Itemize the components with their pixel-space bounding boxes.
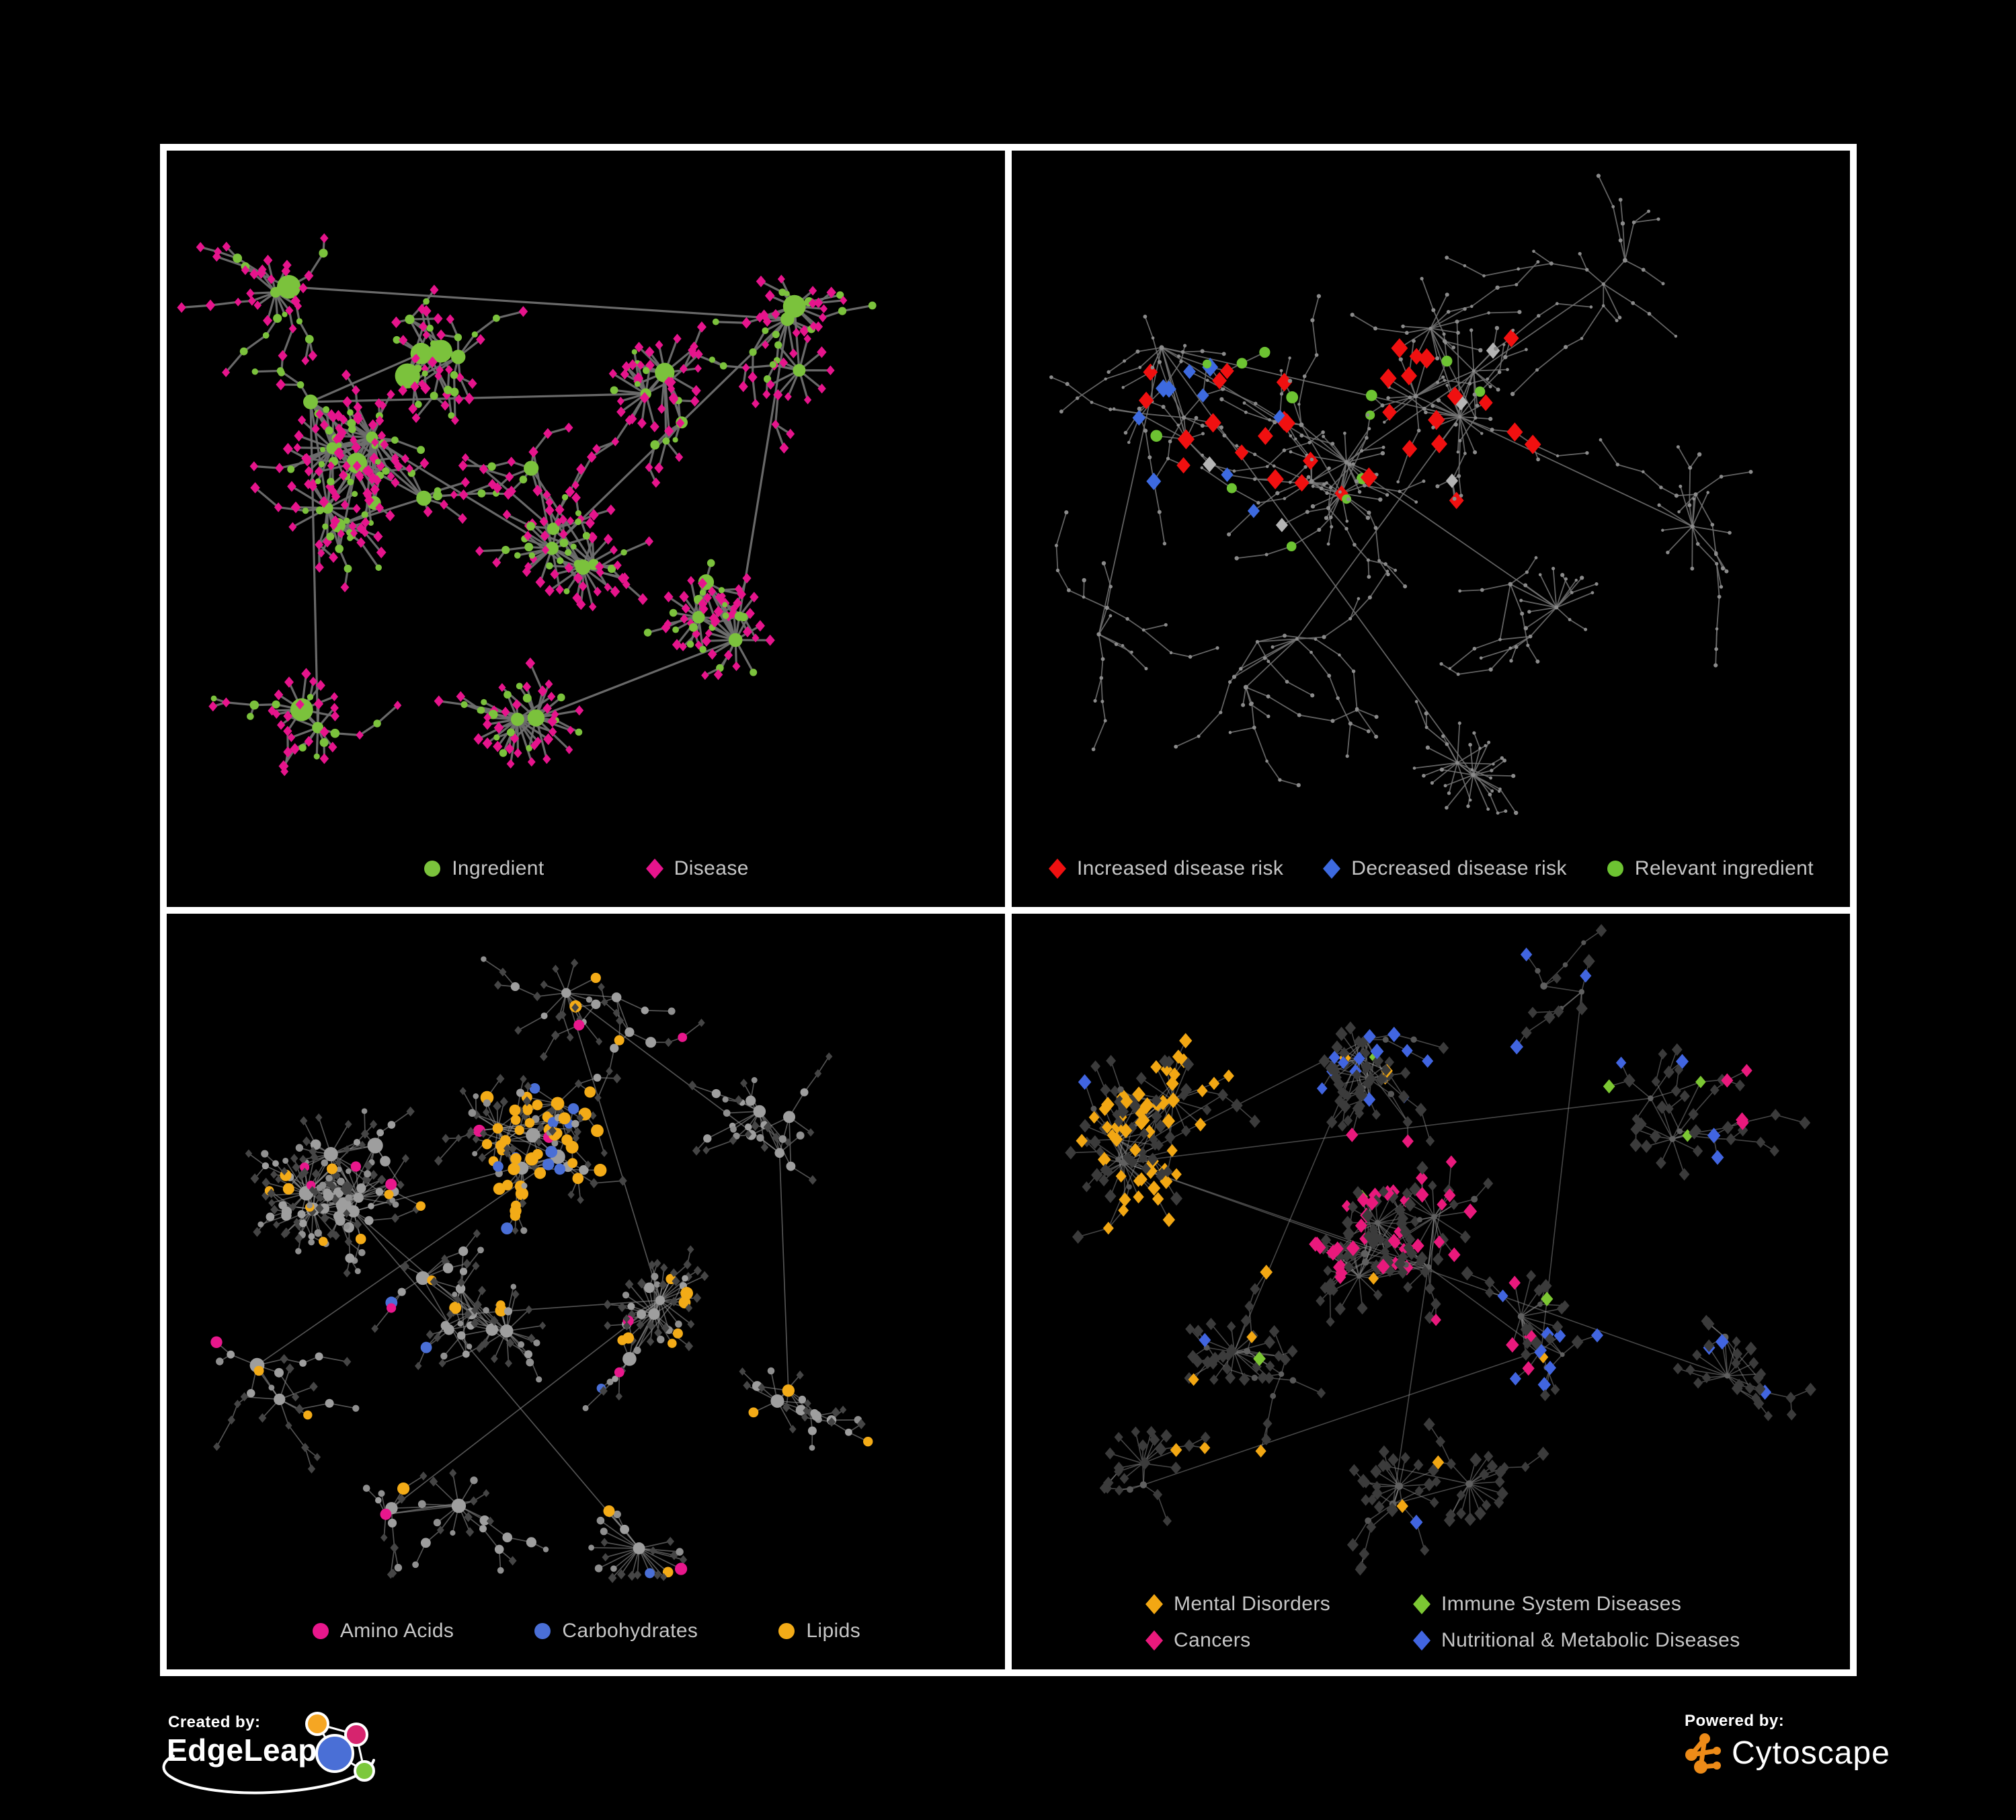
circle-legend-marker xyxy=(312,1623,329,1639)
panel-disease-risk: Increased disease risk Decreased disease … xyxy=(1012,151,1850,907)
circle-legend-marker xyxy=(1607,860,1623,877)
legend-item-decreased-disease-risk: Decreased disease risk xyxy=(1322,857,1567,880)
circle-legend-marker xyxy=(778,1623,795,1639)
edgeleap-logo-nodes xyxy=(305,1712,375,1782)
ingredient-disease-legend: Ingredient Disease xyxy=(167,857,1005,880)
powered-by-label: Powered by: xyxy=(1685,1712,1785,1730)
legend-label: Ingredient xyxy=(452,857,545,879)
legend-label: Cancers xyxy=(1174,1629,1251,1651)
legend-item-relevant-ingredient: Relevant ingredient xyxy=(1606,857,1814,880)
panels-grid: Ingredient Disease Increased disease risk… xyxy=(160,144,1857,1676)
diamond-legend-marker xyxy=(1049,858,1066,879)
edges-layer xyxy=(1070,929,1812,1570)
nodes-layer xyxy=(210,955,873,1583)
disease-categories-legend: Mental Disorders Immune System Diseases Ca… xyxy=(1145,1593,1850,1652)
panel-disease-categories: Mental Disorders Immune System Diseases Ca… xyxy=(1012,913,1850,1669)
diamond-legend-marker xyxy=(1145,1594,1163,1614)
legend-label: Amino Acids xyxy=(339,1620,454,1642)
cytoscape-wordmark: Cytoscape xyxy=(1732,1735,1890,1771)
edgeleap-swoosh xyxy=(162,1755,375,1794)
legend-item-nutritional-metabolic-diseases: Nutritional & Metabolic Diseases xyxy=(1412,1629,1740,1652)
legend-label: Lipids xyxy=(806,1620,861,1642)
legend-item-increased-disease-risk: Increased disease risk xyxy=(1048,857,1283,880)
nodes-layer xyxy=(1049,173,1753,816)
legend-item-disease: Disease xyxy=(645,857,749,880)
edges-layer xyxy=(1051,175,1752,814)
legend-label: Decreased disease risk xyxy=(1351,857,1567,879)
nodes-layer xyxy=(177,233,877,777)
created-by-label: Created by: xyxy=(168,1713,261,1731)
circle-legend-marker xyxy=(534,1623,551,1639)
diamond-legend-marker xyxy=(1413,1630,1430,1651)
powered-by-block: Powered by: Cytoscape xyxy=(1682,1708,1910,1788)
legend-label: Disease xyxy=(674,857,749,879)
cytoscape-logo xyxy=(1685,1733,1721,1774)
circle-legend-marker xyxy=(424,860,441,877)
diamond-legend-marker xyxy=(1323,858,1341,879)
legend-label: Relevant ingredient xyxy=(1634,857,1814,879)
legend-item-lipids: Lipids xyxy=(777,1620,860,1643)
diamond-legend-marker xyxy=(1145,1630,1163,1651)
diamond-legend-marker xyxy=(645,858,663,879)
ingredient-disease-network-svg xyxy=(177,233,877,777)
diamond-legend-marker xyxy=(1413,1594,1430,1614)
created-by-block: Created by: EdgeLeap xyxy=(161,1708,390,1802)
nutrient-classes-legend: Amino Acids Carbohydrates Lipids xyxy=(167,1620,1005,1643)
edges-layer xyxy=(216,958,869,1579)
legend-label: Nutritional & Metabolic Diseases xyxy=(1441,1629,1740,1651)
legend-label: Carbohydrates xyxy=(562,1620,698,1642)
legend-item-cancers: Cancers xyxy=(1145,1629,1412,1652)
disease-risk-legend: Increased disease risk Decreased disease … xyxy=(1012,857,1850,880)
legend-label: Increased disease risk xyxy=(1077,857,1284,879)
legend-item-mental-disorders: Mental Disorders xyxy=(1145,1593,1412,1616)
disease-categories-network-svg xyxy=(1065,923,1816,1576)
legend-item-amino-acids: Amino Acids xyxy=(311,1620,454,1643)
disease-risk-network-svg xyxy=(1049,173,1753,816)
edgeleap-logo xyxy=(162,1712,375,1794)
legend-item-immune-system-diseases: Immune System Diseases xyxy=(1412,1593,1740,1616)
nutrient-classes-network-svg xyxy=(210,955,873,1583)
panel-nutrient-classes: Amino Acids Carbohydrates Lipids xyxy=(167,913,1005,1669)
legend-label: Mental Disorders xyxy=(1174,1593,1331,1615)
edgeleap-wordmark: EdgeLeap xyxy=(167,1733,317,1768)
legend-label: Immune System Diseases xyxy=(1441,1593,1682,1615)
legend-item-carbohydrates: Carbohydrates xyxy=(533,1620,698,1643)
legend-item-ingredient: Ingredient xyxy=(423,857,544,880)
panel-ingredient-disease: Ingredient Disease xyxy=(167,151,1005,907)
